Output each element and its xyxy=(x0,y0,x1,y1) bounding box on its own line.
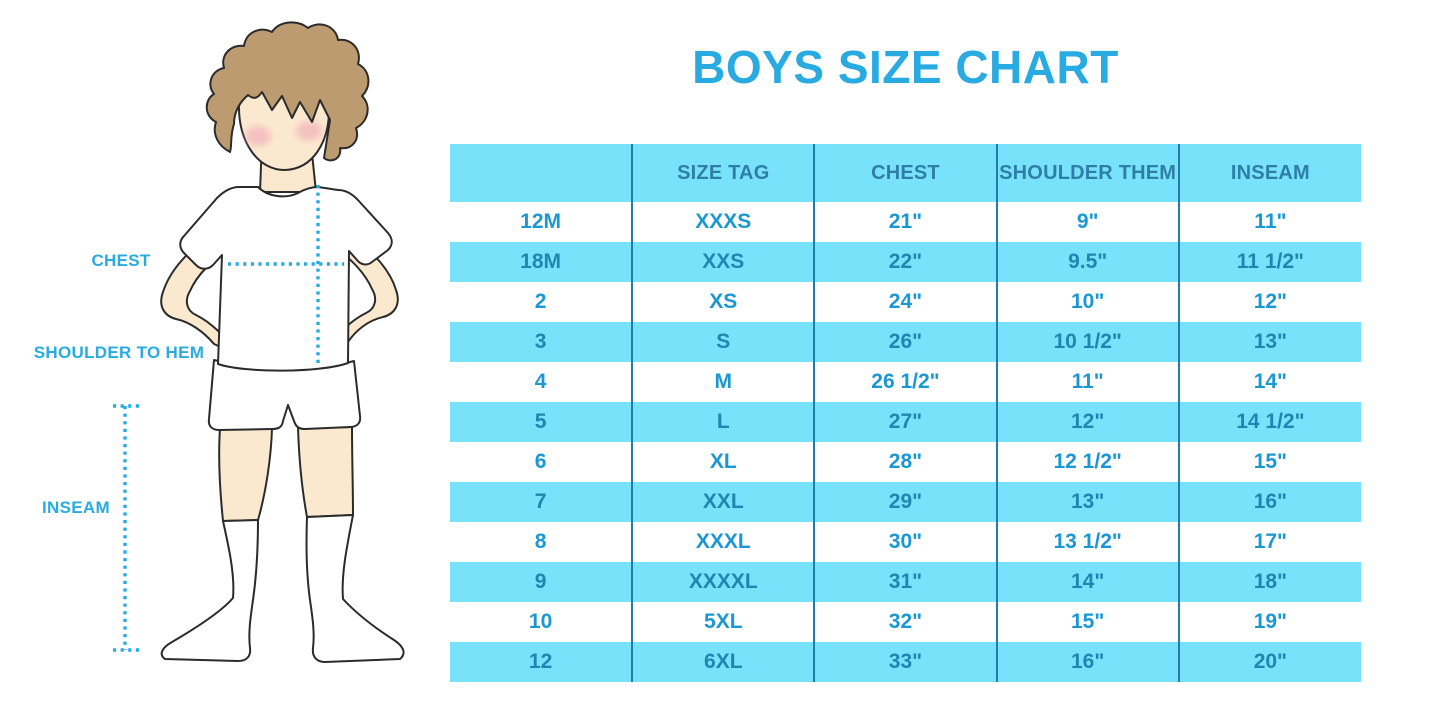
cell-chest: 30" xyxy=(813,522,997,562)
cell-chest: 22" xyxy=(813,242,997,282)
table-row: 6 XL 28" 12 1/2" 15" xyxy=(450,442,1361,482)
cell-size-tag: XXXS xyxy=(631,202,815,242)
cell-chest: 32" xyxy=(813,602,997,642)
cell-size-tag: XXXL xyxy=(631,522,815,562)
cell-size: 12 xyxy=(528,650,553,673)
boy-illustration xyxy=(0,0,450,723)
cell-size: 18M xyxy=(520,250,562,273)
cell-shoulder: 9" xyxy=(995,202,1179,242)
cell-inseam: 19" xyxy=(1177,602,1361,642)
cell-size-tag: 5XL xyxy=(631,602,815,642)
cell-shoulder: 11" xyxy=(995,362,1179,402)
cell-chest: 27" xyxy=(813,402,997,442)
boy-hair xyxy=(205,21,370,162)
table-row: 10 5XL 32" 15" 19" xyxy=(450,602,1361,642)
cell-size: 9 xyxy=(534,570,547,593)
cell-inseam: 12" xyxy=(1177,282,1361,322)
boy-right-sock xyxy=(305,514,405,663)
cell-size: 5 xyxy=(534,410,547,433)
cell-size: 3 xyxy=(534,330,547,353)
table-row: 7 XXL 29" 13" 16" xyxy=(450,482,1361,522)
cell-size-tag: S xyxy=(631,322,815,362)
cell-size: 12M xyxy=(520,210,562,233)
cell-size: 4 xyxy=(534,370,547,393)
cell-shoulder: 9.5" xyxy=(995,242,1179,282)
cell-inseam: 16" xyxy=(1177,482,1361,522)
table-row: 5 L 27" 12" 14 1/2" xyxy=(450,402,1361,442)
col-header-size-tag: SIZE TAG xyxy=(631,144,815,202)
table-row: 2 XS 24" 10" 12" xyxy=(450,282,1361,322)
cell-size-tag: L xyxy=(631,402,815,442)
cell-inseam: 11 1/2" xyxy=(1177,242,1361,282)
cell-size-tag: XS xyxy=(631,282,815,322)
cell-size-tag: XL xyxy=(631,442,815,482)
cell-size: 7 xyxy=(534,490,547,513)
table-row: 8 XXXL 30" 13 1/2" 17" xyxy=(450,522,1361,562)
col-header-inseam: INSEAM xyxy=(1177,144,1361,202)
table-row: 4 M 26 1/2" 11" 14" xyxy=(450,362,1361,402)
cell-shoulder: 10" xyxy=(995,282,1179,322)
cell-shoulder: 10 1/2" xyxy=(995,322,1179,362)
cell-inseam: 14" xyxy=(1177,362,1361,402)
table-row: 18M XXS 22" 9.5" 11 1/2" xyxy=(450,242,1361,282)
cell-inseam: 13" xyxy=(1177,322,1361,362)
cell-inseam: 18" xyxy=(1177,562,1361,602)
chest-label: CHEST xyxy=(91,251,151,270)
cell-size: 10 xyxy=(528,610,553,633)
cell-size-tag: XXXXL xyxy=(631,562,815,602)
cell-shoulder: 16" xyxy=(995,642,1179,682)
cell-chest: 26" xyxy=(813,322,997,362)
cell-inseam: 11" xyxy=(1177,202,1361,242)
cell-inseam: 15" xyxy=(1177,442,1361,482)
cell-chest: 29" xyxy=(813,482,997,522)
size-chart-table: SIZE TAG CHEST SHOULDER THEM INSEAM 12M … xyxy=(450,144,1361,682)
cell-chest: 28" xyxy=(813,442,997,482)
cell-inseam: 14 1/2" xyxy=(1177,402,1361,442)
boy-tshirt xyxy=(179,186,393,372)
cell-chest: 21" xyxy=(813,202,997,242)
boy-right-leg xyxy=(296,425,355,519)
col-header-chest: CHEST xyxy=(813,144,997,202)
cell-chest: 24" xyxy=(813,282,997,322)
measurement-lines xyxy=(113,185,344,652)
inseam-label: INSEAM xyxy=(42,498,110,517)
cell-size-tag: M xyxy=(631,362,815,402)
table-row: 12M XXXS 21" 9" 11" xyxy=(450,202,1361,242)
cell-inseam: 20" xyxy=(1177,642,1361,682)
table-row: 12 6XL 33" 16" 20" xyxy=(450,642,1361,682)
page-title: BOYS SIZE CHART xyxy=(692,41,1119,93)
table-row: 9 XXXXL 31" 14" 18" xyxy=(450,562,1361,602)
boy-figure-svg xyxy=(113,21,405,663)
boy-cheeks xyxy=(245,121,322,146)
boy-left-sock xyxy=(160,519,259,662)
cell-chest: 31" xyxy=(813,562,997,602)
cell-size-tag: XXS xyxy=(631,242,815,282)
cell-shoulder: 12 1/2" xyxy=(995,442,1179,482)
cell-shoulder: 15" xyxy=(995,602,1179,642)
cell-chest: 33" xyxy=(813,642,997,682)
cell-size: 2 xyxy=(534,290,547,313)
shoulder-to-hem-label: SHOULDER TO HEM xyxy=(33,343,205,362)
table-row: 3 S 26" 10 1/2" 13" xyxy=(450,322,1361,362)
cell-size-tag: XXL xyxy=(631,482,815,522)
boy-left-leg xyxy=(218,426,274,523)
cell-shoulder: 12" xyxy=(995,402,1179,442)
cell-shoulder: 14" xyxy=(995,562,1179,602)
cell-size: 6 xyxy=(534,450,547,473)
cell-shoulder: 13 1/2" xyxy=(995,522,1179,562)
cell-inseam: 17" xyxy=(1177,522,1361,562)
col-header-shoulder: SHOULDER THEM xyxy=(995,144,1179,202)
cell-size-tag: 6XL xyxy=(631,642,815,682)
cell-chest: 26 1/2" xyxy=(813,362,997,402)
cell-shoulder: 13" xyxy=(995,482,1179,522)
col-header-size xyxy=(450,144,633,202)
header-row: SIZE TAG CHEST SHOULDER THEM INSEAM xyxy=(450,144,1361,202)
cell-size: 8 xyxy=(534,530,547,553)
